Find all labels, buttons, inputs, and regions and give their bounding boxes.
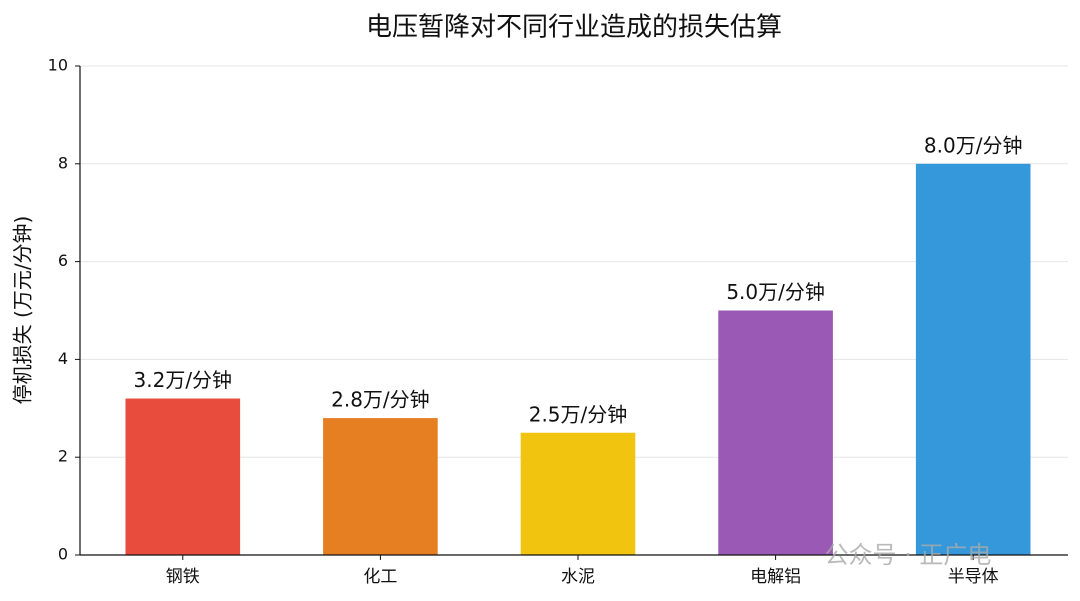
- y-tick-label: 10: [48, 56, 68, 75]
- y-tick-label: 0: [58, 545, 68, 564]
- y-tick-label: 4: [58, 349, 68, 368]
- value-label: 5.0万/分钟: [726, 280, 825, 304]
- bar: [125, 398, 241, 555]
- y-tick-label: 2: [58, 447, 68, 466]
- y-tick-label: 8: [58, 153, 68, 172]
- watermark: 公众号 · 正广电: [825, 541, 992, 569]
- chart-title: 电压暂降对不同行业造成的损失估算: [366, 13, 782, 43]
- value-label: 2.5万/分钟: [529, 402, 628, 426]
- y-axis-label: 停机损失 (万元/分钟): [11, 216, 35, 405]
- y-tick-label: 6: [58, 251, 68, 270]
- value-label: 2.8万/分钟: [331, 388, 430, 412]
- x-tick-label: 电解铝: [750, 567, 801, 587]
- x-tick-label: 钢铁: [166, 567, 200, 587]
- x-tick-label: 半导体: [948, 567, 999, 587]
- bar: [323, 418, 438, 555]
- x-tick-label: 水泥: [561, 567, 595, 587]
- value-label: 8.0万/分钟: [924, 133, 1023, 157]
- bar: [915, 163, 1031, 556]
- value-label: 3.2万/分钟: [134, 368, 233, 392]
- bar: [718, 310, 833, 555]
- x-tick-label: 化工: [363, 567, 397, 587]
- bar: [520, 432, 636, 555]
